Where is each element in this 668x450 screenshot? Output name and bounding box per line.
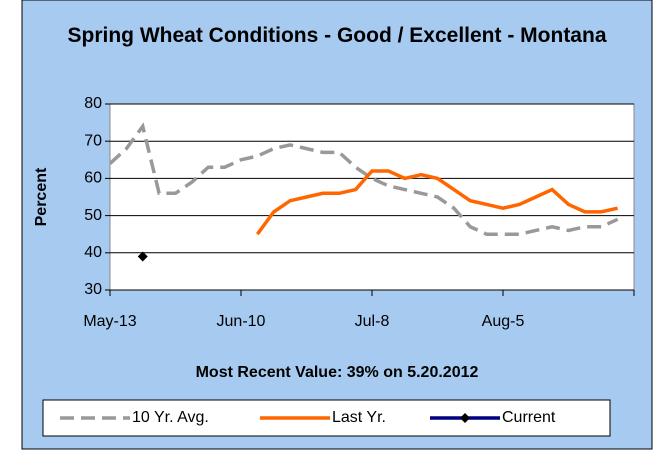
- legend-label: 10 Yr. Avg.: [132, 409, 209, 426]
- legend-marker: [460, 413, 470, 423]
- x-tick-label: May-13: [83, 313, 136, 330]
- y-tick-label: 80: [84, 95, 102, 112]
- y-axis-label: Percent: [33, 167, 50, 226]
- y-tick-label: 50: [84, 207, 102, 224]
- x-tick-label: Aug-5: [482, 313, 525, 330]
- y-tick-label: 70: [84, 132, 102, 149]
- legend-label: Last Yr.: [332, 409, 386, 426]
- plot-area: [109, 103, 635, 291]
- y-tick-label: 40: [84, 244, 102, 261]
- legend-label: Current: [502, 409, 556, 426]
- x-tick-label: Jul-8: [355, 313, 390, 330]
- point-marker: [137, 251, 148, 262]
- y-tick-label: 60: [84, 170, 102, 187]
- chart-title: Spring Wheat Conditions - Good / Excelle…: [67, 24, 607, 47]
- annotation: Most Recent Value: 39% on 5.20.2012: [196, 364, 479, 381]
- y-tick-label: 30: [84, 281, 102, 298]
- series-line: [108, 122, 619, 236]
- x-tick-label: Jun-10: [217, 313, 266, 330]
- series-line: [255, 169, 619, 236]
